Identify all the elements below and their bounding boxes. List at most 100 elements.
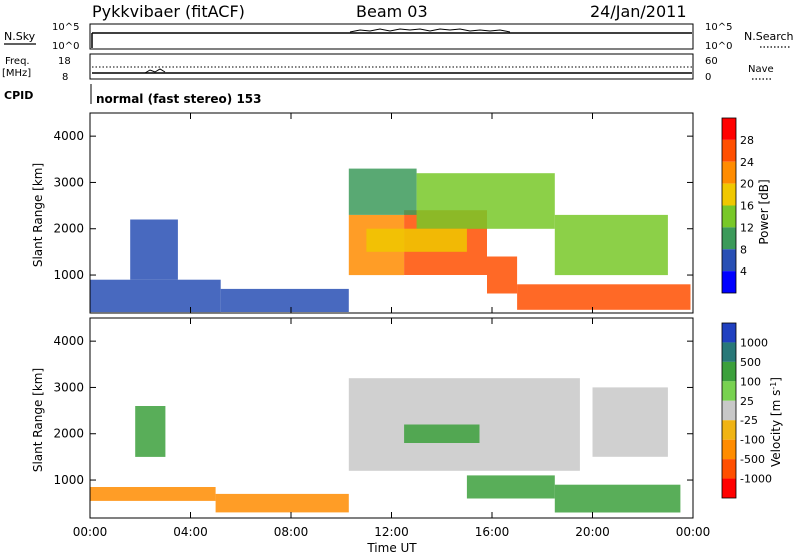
beam-title: Beam 03: [356, 2, 428, 21]
colorbar-swatch-7: [722, 459, 736, 479]
nave-tick-low: 0: [705, 72, 711, 83]
nsky-label: N.Sky: [4, 30, 36, 43]
x-tick-label-3: 12:00: [374, 525, 409, 539]
velocity-panel: 4000 3000 2000 1000 00:00 04:00 08:00 12:00 16:…: [31, 317, 784, 539]
colorbar-swatch-0: [722, 118, 736, 140]
colorbar-tick-label-6: -500: [740, 453, 765, 466]
power-x-ticks: [89, 113, 694, 313]
velocity-cell-4: [466, 475, 555, 499]
velocity-cell-7: [135, 406, 166, 457]
x-tick-label-0: 00:00: [73, 525, 108, 539]
x-tick-label-6: 00:00: [676, 525, 711, 539]
colorbar-tick-label-3: 25: [740, 395, 754, 408]
power-colorbar-label: Power [dB]: [757, 179, 771, 244]
power-cell-1: [220, 288, 349, 312]
colorbar-tick-label-1: 24: [740, 156, 754, 169]
nave-tick-high: 60: [705, 56, 718, 67]
nsearch-label: N.Search: [744, 30, 794, 43]
power-cell-5: [487, 256, 518, 294]
x-tick-label-2: 08:00: [274, 525, 309, 539]
nsky-tick-low: 10^0: [52, 41, 79, 52]
colorbar-tick-label-6: 4: [740, 265, 747, 278]
power-cell-7: [348, 168, 417, 215]
power-ylabel: Slant Range [km]: [31, 163, 45, 267]
date-title: 24/Jan/2011: [590, 2, 687, 21]
colorbar-swatch-3: [722, 183, 736, 206]
velocity-cell-0: [90, 487, 216, 501]
velocity-colorbar-label-exponent: -1: [769, 382, 778, 390]
colorbar-tick-label-2: 100: [740, 375, 761, 388]
nave-label: Nave: [748, 64, 774, 75]
station-title: Pykkvibaer (fitACF): [92, 2, 245, 21]
freq-blip: [144, 68, 166, 74]
velocity-colorbar-label-text: Velocity [m s: [769, 390, 783, 467]
x-tick-label-1: 04:00: [173, 525, 208, 539]
colorbar-swatch-7: [722, 271, 736, 293]
x-tick-label-5: 20:00: [575, 525, 610, 539]
colorbar-swatch-1: [722, 342, 736, 362]
colorbar-swatch-4: [722, 400, 736, 421]
velocity-colorbar-label: Velocity [m s-1]: [769, 377, 784, 467]
cpid-text: normal (fast stereo) 153: [96, 92, 262, 106]
freq-label: Freq.: [5, 56, 30, 67]
velocity-colorbar-label-close: ]: [769, 377, 783, 382]
colorbar-tick-label-0: 1000: [740, 336, 768, 349]
nsearch-tick-low: 10^0: [705, 41, 732, 52]
y-tick-label-3: 1000: [53, 268, 84, 282]
y-tick-label-1: 3000: [53, 175, 84, 189]
colorbar-swatch-5: [722, 227, 736, 250]
power-colorbar: 28 24 20 16 12 8 4: [721, 117, 754, 294]
power-y-ticks: 4000 3000 2000 1000: [53, 129, 693, 282]
colorbar-tick-label-5: 8: [740, 243, 747, 256]
colorbar-swatch-6: [722, 249, 736, 272]
velocity-cell-5: [554, 484, 681, 513]
power-cell-9: [554, 214, 668, 276]
y-tick-label-1: 3000: [53, 380, 84, 394]
velocity-cell-6: [592, 387, 668, 457]
power-cell-6: [517, 284, 691, 310]
power-cell-8: [416, 173, 555, 229]
colorbar-swatch-3: [722, 381, 736, 401]
colorbar-swatch-1: [722, 139, 736, 162]
nsearch-tick-high: 10^5: [705, 22, 732, 33]
freq-tick-high: 18: [58, 56, 71, 67]
y-tick-label-3: 1000: [53, 473, 84, 487]
y-tick-label-2: 2000: [53, 427, 84, 441]
velocity-colorbar: 1000 500 100 25 -25 -100 -500 -1000: [721, 322, 772, 499]
colorbar-swatch-2: [722, 361, 736, 382]
power-cell-2: [130, 219, 178, 280]
colorbar-swatch-8: [722, 478, 736, 498]
velocity-ylabel: Slant Range [km]: [31, 368, 45, 472]
power-cell-0: [90, 279, 221, 313]
nsky-tick-high: 10^5: [52, 22, 79, 33]
velocity-cell-1: [215, 493, 349, 513]
colorbar-swatch-4: [722, 205, 736, 228]
colorbar-tick-label-3: 16: [740, 200, 754, 213]
noise-panel-frame: [89, 23, 694, 50]
colorbar-tick-label-4: 12: [740, 221, 754, 234]
x-tick-label-4: 16:00: [475, 525, 510, 539]
y-tick-label-0: 4000: [53, 129, 84, 143]
freq-panel-frame: [89, 53, 694, 80]
power-panel: 4000 3000 2000 1000 Slant Range [km] 28 24 20…: [31, 112, 771, 314]
cpid-label: CPID: [4, 89, 33, 102]
colorbar-outline: [721, 117, 737, 294]
colorbar-swatch-2: [722, 161, 736, 184]
velocity-y-ticks: 4000 3000 2000 1000: [53, 334, 693, 487]
nsearch-trace: [349, 28, 511, 33]
y-tick-label-0: 4000: [53, 334, 84, 348]
colorbar-tick-label-7: -1000: [740, 473, 772, 486]
colorbar-tick-label-5: -100: [740, 434, 765, 447]
colorbar-tick-label-2: 20: [740, 178, 754, 191]
y-tick-label-2: 2000: [53, 222, 84, 236]
power-data-cells: [90, 168, 691, 313]
colorbar-swatch-6: [722, 439, 736, 460]
colorbar-swatch-5: [722, 420, 736, 440]
colorbar-outline: [721, 322, 737, 499]
velocity-x-ticks: 00:00 04:00 08:00 12:00 16:00 20:00 00:00: [73, 318, 711, 539]
colorbar-tick-label-0: 28: [740, 134, 754, 147]
time-axis-label: Time UT: [366, 541, 417, 554]
velocity-data-cells: [90, 378, 681, 513]
colorbar-swatch-0: [722, 323, 736, 343]
